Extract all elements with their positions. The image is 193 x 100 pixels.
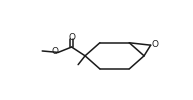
Text: O: O — [68, 32, 75, 42]
Text: O: O — [151, 40, 158, 50]
Text: O: O — [51, 47, 58, 56]
